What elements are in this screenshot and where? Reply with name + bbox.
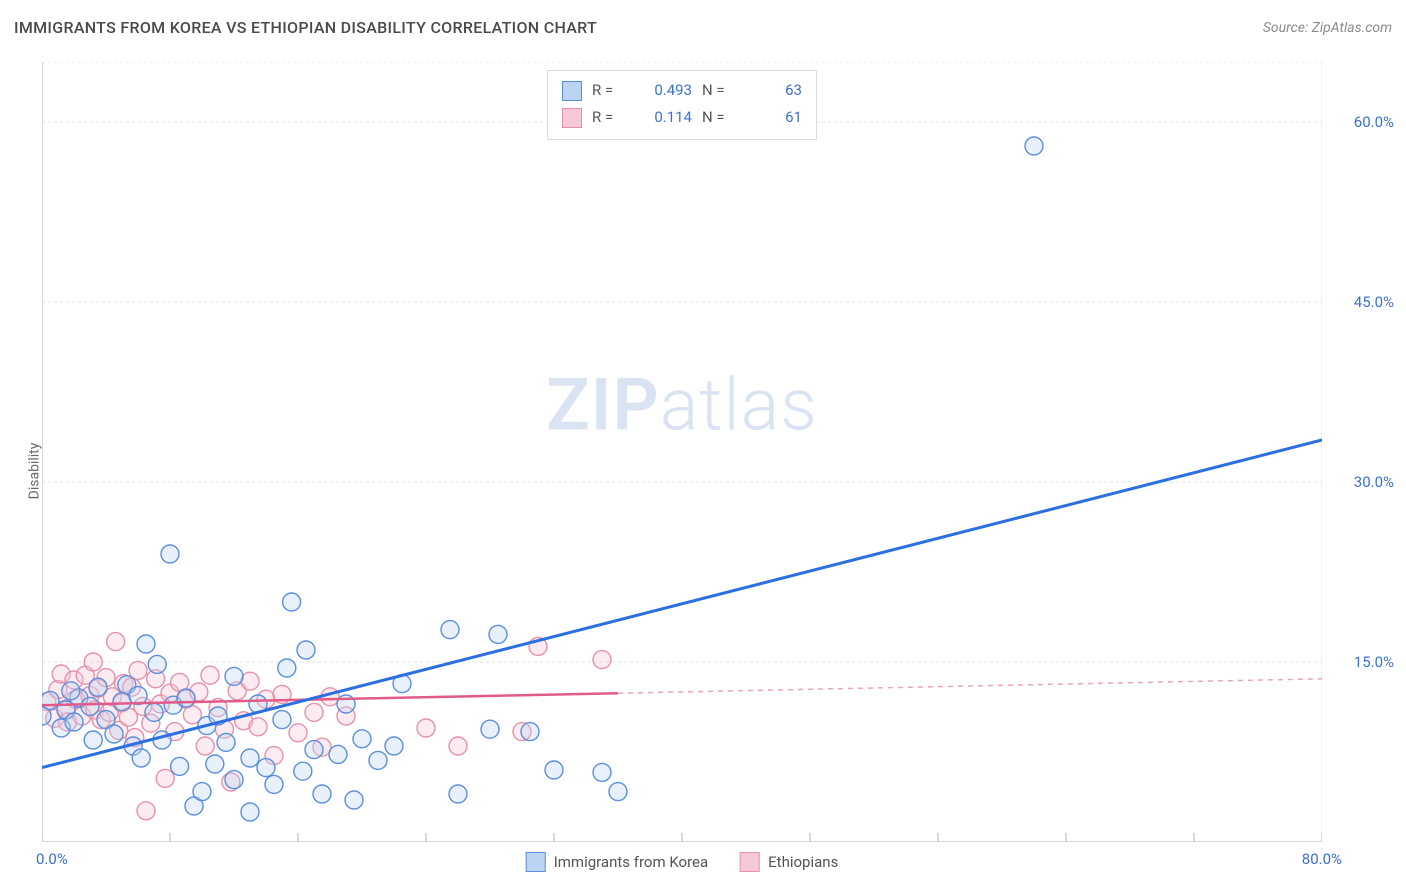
legend-item-ethiopians: Ethiopians (740, 852, 838, 872)
y-tick-label: 60.0% (1354, 113, 1394, 131)
x-min-label: 0.0% (36, 850, 68, 868)
swatch-korea-icon (526, 852, 546, 872)
stats-row-ethiopians: R = 0.114 N = 61 (562, 104, 802, 131)
y-axis-label: Disability (26, 443, 42, 500)
series-legend: Immigrants from Korea Ethiopians (526, 852, 839, 872)
swatch-ethiopians-icon (740, 852, 760, 872)
swatch-ethiopians-icon (562, 108, 582, 128)
swatch-korea-icon (562, 81, 582, 101)
stats-row-korea: R = 0.493 N = 63 (562, 77, 802, 104)
y-tick-label: 45.0% (1354, 293, 1394, 311)
x-max-label: 80.0% (1302, 850, 1342, 868)
chart-container: Disability ZIPatlas R = 0.493 N = 63 R =… (0, 50, 1406, 892)
legend-item-korea: Immigrants from Korea (526, 852, 708, 872)
chart-title: IMMIGRANTS FROM KOREA VS ETHIOPIAN DISAB… (14, 18, 597, 37)
chart-source: Source: ZipAtlas.com (1263, 20, 1392, 36)
stats-legend: R = 0.493 N = 63 R = 0.114 N = 61 (547, 70, 817, 140)
y-tick-label: 30.0% (1354, 473, 1394, 491)
plot-area: ZIPatlas R = 0.493 N = 63 R = 0.114 N = … (42, 62, 1322, 842)
scatter-plot-svg (42, 62, 1322, 842)
y-tick-label: 15.0% (1354, 653, 1394, 671)
chart-header: IMMIGRANTS FROM KOREA VS ETHIOPIAN DISAB… (14, 18, 1392, 37)
